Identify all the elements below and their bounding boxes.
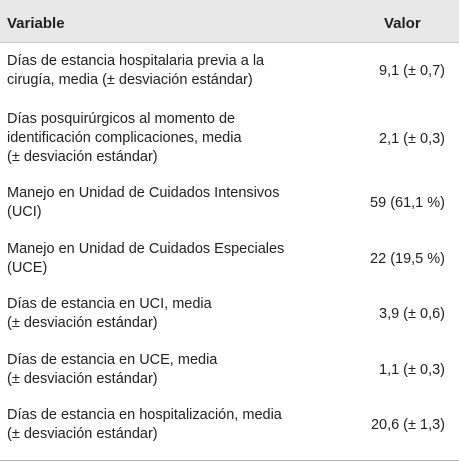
row-value: 3,9 (± 0,6) [379, 306, 445, 322]
row-value: 59 (61,1 %) [370, 195, 445, 211]
row-variable-line: Días de estancia en UCE, media [7, 352, 218, 368]
row-variable-line: cirugía, media (± desviación estándar) [7, 72, 253, 88]
row-variable-line: (± desviación estándar) [7, 371, 158, 387]
row-variable-line: (± desviación estándar) [7, 315, 158, 331]
row-value: 20,6 (± 1,3) [370, 417, 445, 433]
row-variable-line: identificación complicaciones, media [7, 130, 242, 146]
row-variable: Días de estancia hospitalaria previa a l… [7, 52, 337, 90]
row-value: 9,1 (± 0,7) [379, 63, 445, 79]
row-variable-line: (± desviación estándar) [7, 149, 158, 165]
header-variable: Variable [7, 15, 65, 32]
row-variable-line: Manejo en Unidad de Cuidados Especiales [7, 241, 285, 257]
row-variable-line: (UCI) [7, 204, 42, 220]
row-variable: Días de estancia en UCE, media (± desvia… [7, 351, 337, 389]
header-valor: Valor [384, 15, 421, 32]
row-variable-line: Manejo en Unidad de Cuidados Intensivos [7, 185, 280, 201]
row-variable: Días de estancia en hospitalización, med… [7, 406, 337, 444]
row-variable: Días posquirúrgicos al momento de identi… [7, 110, 337, 167]
row-variable: Días de estancia en UCI, media (± desvia… [7, 295, 337, 333]
row-variable-line: (± desviación estándar) [7, 426, 158, 442]
row-variable: Manejo en Unidad de Cuidados Intensivos … [7, 184, 337, 222]
row-variable-line: (UCE) [7, 260, 48, 276]
row-variable: Manejo en Unidad de Cuidados Especiales … [7, 240, 337, 278]
row-variable-line: Días posquirúrgicos al momento de [7, 111, 236, 127]
row-value: 2,1 (± 0,3) [379, 131, 445, 147]
row-variable-line: Días de estancia en UCI, media [7, 296, 212, 312]
row-value: 1,1 (± 0,3) [379, 362, 445, 378]
row-variable-line: Días de estancia en hospitalización, med… [7, 407, 282, 423]
row-value: 22 (19,5 %) [370, 251, 445, 267]
row-variable-line: Días de estancia hospitalaria previa a l… [7, 53, 265, 69]
table-bottom-rule [0, 460, 459, 461]
table-header: Variable Valor [0, 0, 459, 43]
